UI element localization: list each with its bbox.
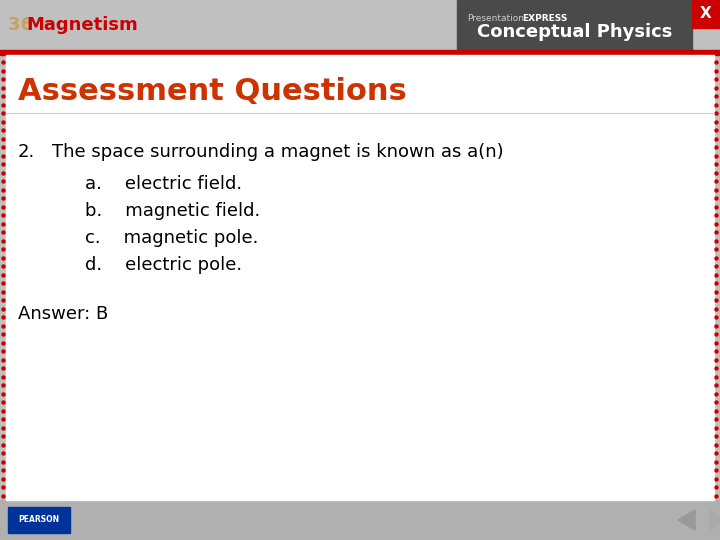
Text: 36: 36 — [8, 16, 40, 34]
Text: PEARSON: PEARSON — [19, 516, 60, 524]
Bar — [0, 0, 720, 50]
Bar — [6, 55, 714, 500]
Text: Magnetism: Magnetism — [26, 16, 138, 34]
Bar — [457, 0, 692, 50]
Text: Conceptual Physics: Conceptual Physics — [477, 23, 672, 41]
Text: b.    magnetic field.: b. magnetic field. — [85, 202, 260, 220]
Bar — [8, 507, 70, 533]
Text: Presentation: Presentation — [467, 14, 524, 23]
Text: a.    electric field.: a. electric field. — [85, 175, 242, 193]
Polygon shape — [678, 510, 695, 530]
Text: EXPRESS: EXPRESS — [522, 14, 567, 23]
Text: Answer: B: Answer: B — [18, 305, 108, 323]
Polygon shape — [710, 510, 720, 530]
Bar — [692, 0, 720, 28]
Text: c.    magnetic pole.: c. magnetic pole. — [85, 229, 258, 247]
Text: Assessment Questions: Assessment Questions — [18, 77, 407, 106]
Text: d.    electric pole.: d. electric pole. — [85, 256, 242, 274]
Text: The space surrounding a magnet is known as a(n): The space surrounding a magnet is known … — [52, 143, 503, 161]
Bar — [0, 50, 720, 55]
Text: 2.: 2. — [18, 143, 35, 161]
Text: X: X — [700, 6, 712, 22]
Bar — [0, 500, 720, 540]
